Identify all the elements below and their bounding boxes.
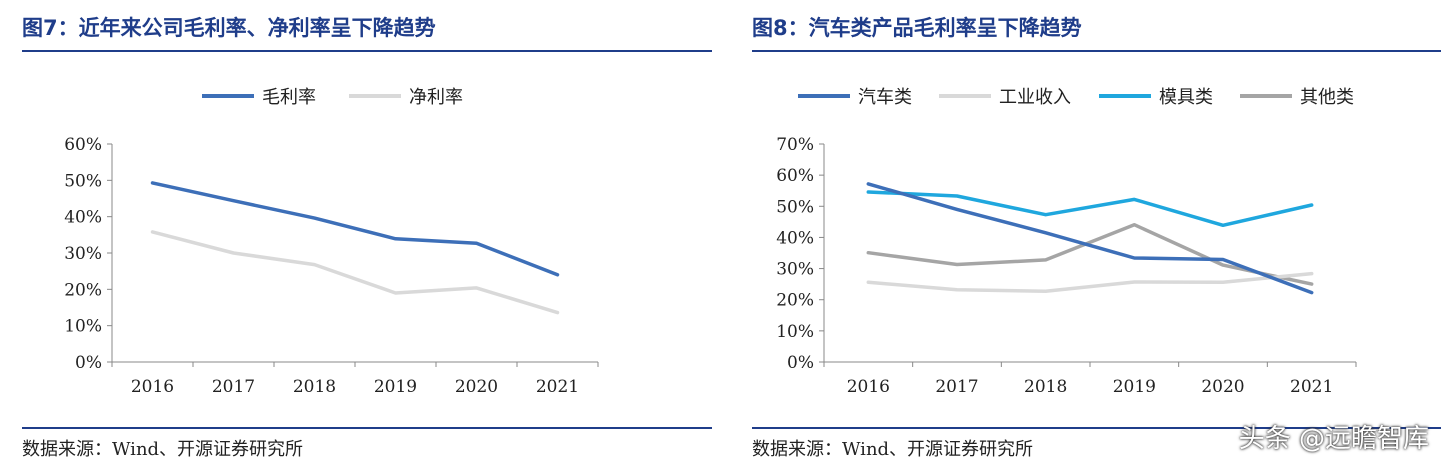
line-chart-right: 0% 10% 20% 30% 40% 50% 60% 70% 2016 2017 2018 2019 2… [776,87,1357,397]
legend-label: 其他类 [1300,87,1354,108]
y-tick-label: 40% [776,228,814,248]
x-tick-label: 2016 [847,377,890,397]
source-note: 数据来源：Wind、开源证券研究所 [752,439,1034,460]
series-line-工业收入 [866,271,1314,294]
y-tick-label: 50% [776,197,814,217]
y-tick-label: 70% [776,135,814,155]
line-chart-left: 0% 10% 20% 30% 40% 50% 60% 2016 2017 2018 2019 2020… [64,87,599,397]
series-line-模具类 [866,190,1314,228]
legend-label: 净利率 [409,87,463,108]
x-tick-label: 2017 [935,377,978,397]
x-tick-label: 2018 [293,377,336,397]
x-tick-label: 2016 [131,377,174,397]
y-tick-label: 60% [64,135,102,155]
y-tick-label: 40% [64,208,102,228]
y-tick-label: 30% [776,260,814,280]
source-note: 数据来源：Wind、开源证券研究所 [22,439,304,460]
y-tick-label: 60% [776,166,814,186]
y-tick-label: 50% [64,171,102,191]
series-line-毛利率 [150,181,560,277]
x-tick-label: 2020 [1201,377,1244,397]
y-tick-label: 30% [64,244,102,264]
legend-label: 毛利率 [262,87,316,108]
chart-title: 图8：汽车类产品毛利率呈下降趋势 [752,16,1082,40]
x-tick-label: 2017 [212,377,255,397]
y-tick-label: 0% [787,353,814,373]
y-tick-label: 10% [64,317,102,337]
x-tick-label: 2021 [1290,377,1333,397]
series-line-其他类 [866,222,1314,286]
x-tick-label: 2019 [1113,377,1156,397]
legend-label: 汽车类 [858,87,912,108]
x-tick-label: 2021 [536,377,579,397]
source-rule [752,427,1441,429]
series-line-汽车类 [866,182,1314,295]
x-tick-label: 2019 [374,377,417,397]
y-tick-label: 20% [776,291,814,311]
title-rule [22,50,712,52]
legend-label: 模具类 [1159,87,1213,108]
x-tick-label: 2020 [455,377,498,397]
chart-panel-left: 图7：近年来公司毛利率、净利率呈下降趋势 0% 10% 20% 30% 40% 50% 60… [0,0,712,469]
chart-title: 图7：近年来公司毛利率、净利率呈下降趋势 [22,16,436,40]
y-tick-label: 0% [75,353,102,373]
x-tick-label: 2018 [1024,377,1067,397]
title-rule [752,50,1441,52]
y-tick-label: 10% [776,322,814,342]
watermark: 头条 @远瞻智库 [1238,424,1429,454]
chart-panel-right: 图8：汽车类产品毛利率呈下降趋势 0% 10% 20% 30% 40% 50% 60% 70%… [730,0,1441,469]
y-tick-label: 20% [64,280,102,300]
source-rule [22,427,712,429]
legend-label: 工业收入 [999,87,1071,108]
series-line-净利率 [150,230,560,315]
